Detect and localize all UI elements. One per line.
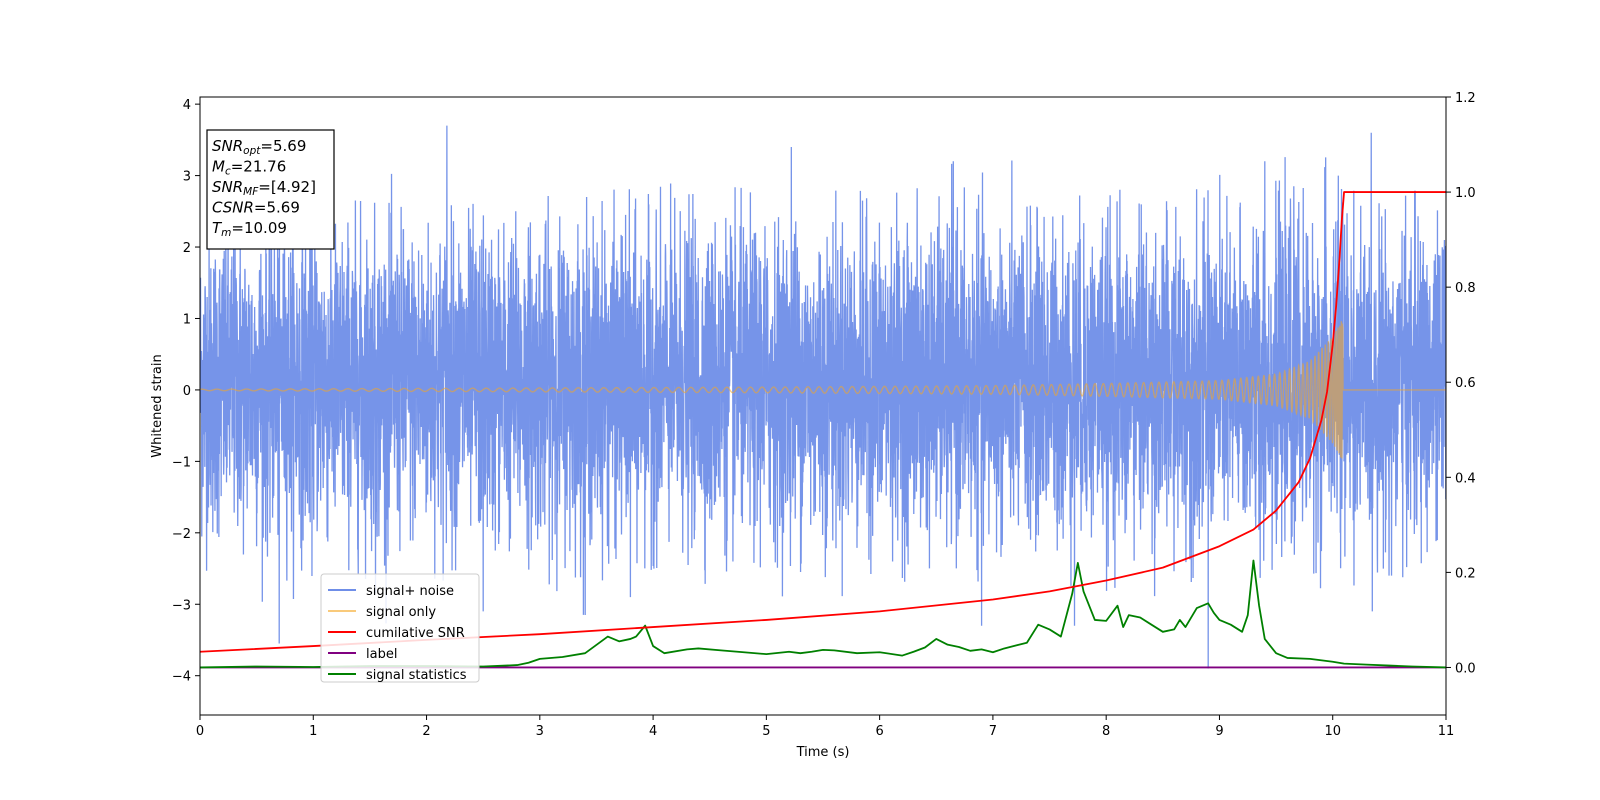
y-right-tick-label: 0.2 — [1455, 566, 1476, 581]
y-right-tick-label: 0.4 — [1455, 471, 1476, 486]
y-left-tick-label: −4 — [172, 670, 191, 685]
legend-frame — [320, 573, 480, 683]
legend-entry: signal+ noise — [366, 584, 454, 599]
y-axis-label: Whitened strain — [150, 354, 165, 457]
info-box-line: Tm=10.09 — [212, 219, 287, 239]
x-tick-label: 0 — [196, 724, 204, 739]
info-subscript: m — [221, 227, 231, 239]
x-tick-label: 3 — [536, 724, 544, 739]
x-tick-label: 9 — [1215, 724, 1223, 739]
y-left-tick-label: −3 — [172, 598, 191, 613]
y-left-tick-label: 0 — [183, 384, 191, 399]
y-right-tick-label: 1.0 — [1455, 186, 1476, 201]
info-symbol: CSNR — [212, 199, 254, 217]
y-left-tick-label: −1 — [172, 455, 191, 470]
info-value: =5.69 — [260, 137, 306, 155]
y-right-tick-label: 0.8 — [1455, 281, 1476, 296]
plot-frame — [199, 96, 1447, 716]
x-tick-label: 6 — [875, 724, 883, 739]
x-tick-label: 5 — [762, 724, 770, 739]
x-axis: 0 1 2 3 4 5 6 7 8 9 10 11 — [196, 715, 1454, 739]
legend-entry: label — [366, 647, 397, 662]
series-layer — [200, 125, 1446, 669]
info-value: =21.76 — [231, 158, 287, 176]
y-right-tick-label: 1.2 — [1455, 91, 1476, 106]
y-left-tick-label: −2 — [172, 527, 191, 542]
info-symbol: SNR — [212, 137, 243, 155]
series-signal-noise — [200, 125, 1446, 669]
y-left-tick-label: 1 — [183, 312, 191, 327]
info-symbol: T — [212, 219, 223, 237]
x-tick-label: 2 — [422, 724, 430, 739]
legend: signal+ noise signal only cumilative SNR la… — [320, 573, 480, 683]
info-box-line: CSNR=5.69 — [212, 199, 300, 217]
info-box-line: SNRopt=5.69 — [212, 137, 306, 157]
series-signal-statistics — [200, 559, 1446, 669]
info-symbol: SNR — [212, 178, 243, 196]
info-box-line: Mc=21.76 — [212, 158, 286, 178]
x-tick-label: 11 — [1438, 724, 1455, 739]
y-right-tick-label: 0.6 — [1455, 376, 1476, 391]
x-tick-label: 1 — [309, 724, 317, 739]
x-tick-label: 10 — [1324, 724, 1341, 739]
legend-entry: cumilative SNR — [366, 626, 465, 641]
y-axis-right: 0.0 0.2 0.4 0.6 0.8 1.0 1.2 — [1446, 91, 1476, 676]
x-axis-label: Time (s) — [796, 745, 850, 760]
info-box: SNRopt=5.69Mc=21.76SNRMF=[4.92]CSNR=5.69… — [206, 129, 335, 250]
info-subscript: c — [225, 166, 231, 178]
x-tick-label: 4 — [649, 724, 657, 739]
info-value: =[4.92] — [258, 178, 316, 196]
y-left-tick-label: 3 — [183, 170, 191, 185]
info-symbol: M — [212, 158, 225, 176]
x-tick-label: 8 — [1102, 724, 1110, 739]
series-cumulative-snr — [200, 191, 1446, 653]
info-box-frame — [206, 129, 335, 250]
legend-entry: signal only — [366, 605, 436, 620]
series-signal-only — [200, 321, 1446, 459]
legend-entry: signal statistics — [366, 668, 467, 683]
info-box-line: SNRMF=[4.92] — [212, 178, 316, 198]
info-subscript: opt — [243, 145, 261, 157]
y-left-tick-label: 2 — [183, 241, 191, 256]
x-tick-label: 7 — [989, 724, 997, 739]
y-axis-left: −4 −3 −2 −1 0 1 2 3 4 — [172, 98, 200, 685]
info-value: =10.09 — [231, 219, 287, 237]
info-value: =5.69 — [254, 199, 300, 217]
info-subscript: MF — [243, 186, 259, 198]
y-left-tick-label: 4 — [183, 98, 191, 113]
y-right-tick-label: 0.0 — [1455, 661, 1476, 676]
